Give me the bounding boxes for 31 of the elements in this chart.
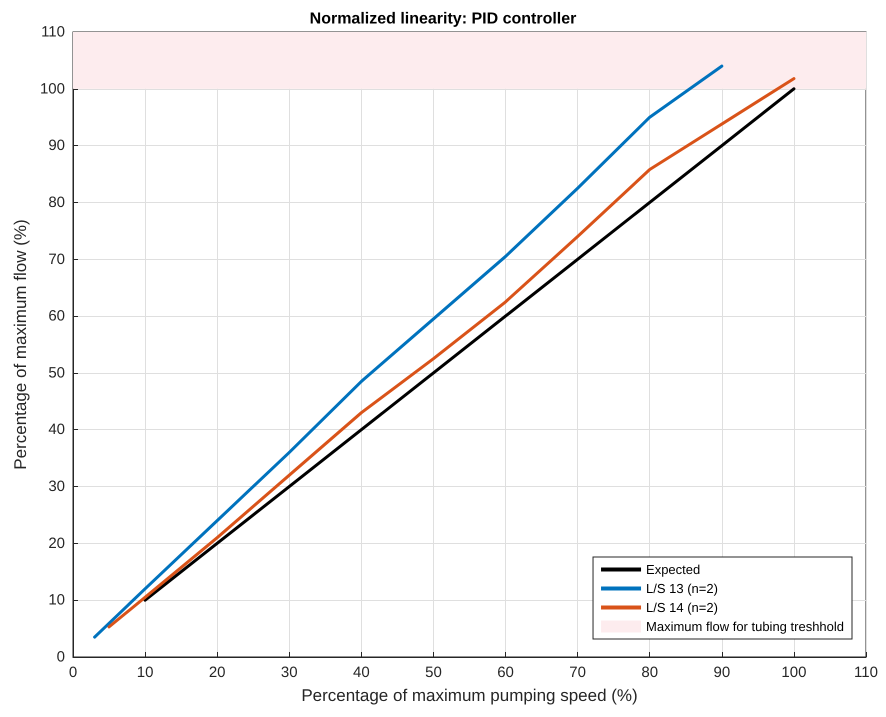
x-tick-label: 20 [208,664,226,681]
x-tick-label: 100 [781,664,806,681]
y-tick-label: 70 [48,250,65,268]
y-tick-label: 50 [48,364,65,382]
legend-label: L/S 13 (n=2) [646,581,718,596]
chart-title: Normalized linearity: PID controller [310,10,576,28]
x-tick-label: 50 [425,664,442,681]
y-tick-label: 40 [48,421,65,438]
y-tick-label: 0 [56,648,65,666]
y-tick-label: 20 [48,534,65,552]
x-tick-label: 70 [569,664,586,681]
y-tick-label: 80 [48,194,65,211]
x-tick-label: 60 [497,664,514,681]
y-tick-label: 10 [48,592,65,609]
legend-label: L/S 14 (n=2) [646,600,718,615]
x-tick-label: 40 [353,664,370,681]
y-tick-label: 110 [41,24,65,40]
legend-label: Maximum flow for tubing treshhold [646,619,844,634]
x-tick-label: 30 [280,664,298,681]
y-tick-label: 60 [48,308,65,325]
x-axis-title: Percentage of maximum pumping speed (%) [301,686,638,705]
y-tick-label: 90 [48,137,65,154]
y-axis-title: Percentage of maximum flow (%) [11,219,30,470]
x-tick-label: 0 [68,664,78,681]
y-tick-label: 30 [48,478,65,496]
x-tick-label: 110 [854,664,878,681]
x-tick-label: 10 [136,664,154,681]
legend-label: Expected [646,562,700,577]
x-tick-label: 80 [641,664,658,681]
x-tick-label: 90 [713,664,730,681]
y-tick-label: 100 [40,80,65,98]
